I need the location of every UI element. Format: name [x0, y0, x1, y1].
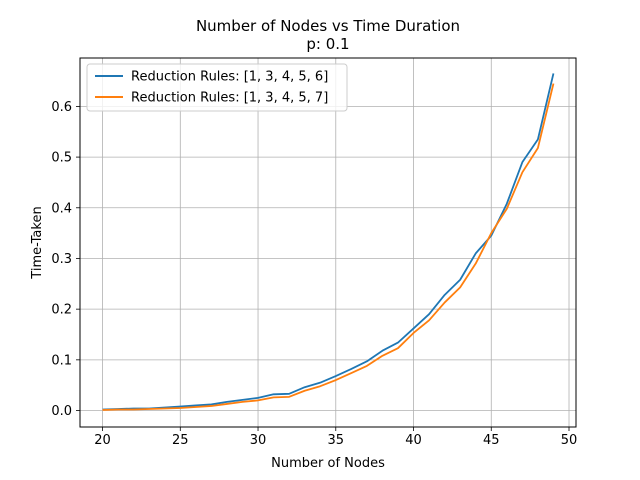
y-tick-label: 0.2	[51, 303, 72, 318]
axis-ticks: 20 25 30 35 40 45 50 0.0 0.1 0.2 0.3 0.4 0.5 0.6	[51, 100, 577, 448]
y-tick-label: 0.3	[51, 252, 72, 267]
y-tick-label: 0.5	[51, 151, 72, 166]
x-tick-label: 20	[94, 433, 111, 448]
y-tick-label: 0.6	[51, 100, 72, 115]
x-tick-label: 35	[328, 433, 345, 448]
x-tick-label: 45	[483, 433, 500, 448]
x-tick-label: 40	[405, 433, 422, 448]
chart-title: Number of Nodes vs Time Duration	[196, 17, 460, 35]
series-lines	[102, 73, 555, 411]
chart-subtitle: p: 0.1	[306, 35, 349, 53]
x-tick-label: 25	[172, 433, 189, 448]
y-tick-label: 0.0	[51, 404, 72, 419]
x-tick-label: 50	[561, 433, 578, 448]
x-tick-label: 30	[250, 433, 267, 448]
legend: Reduction Rules: [1, 3, 4, 5, 6] Reducti…	[86, 63, 348, 112]
y-tick-label: 0.1	[51, 353, 72, 368]
y-tick-label: 0.4	[51, 201, 72, 216]
x-axis-label: Number of Nodes	[271, 456, 385, 471]
legend-box	[86, 63, 348, 112]
series-line-2	[102, 83, 555, 411]
plot-frame	[79, 57, 577, 428]
legend-label-series-1: Reduction Rules: [1, 3, 4, 5, 6]	[131, 70, 328, 85]
legend-label-series-2: Reduction Rules: [1, 3, 4, 5, 7]	[131, 91, 328, 106]
series-line-1	[102, 73, 555, 411]
y-axis-label: Time-Taken	[30, 206, 45, 279]
